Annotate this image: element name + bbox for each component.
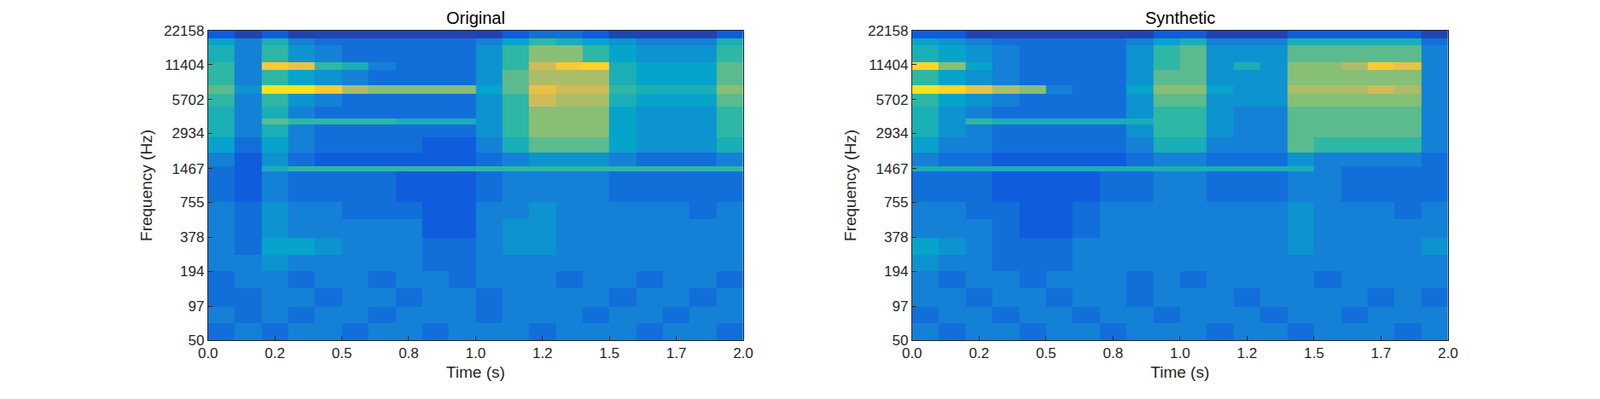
svg-text:22158: 22158 (163, 23, 204, 40)
svg-text:50: 50 (891, 332, 908, 350)
svg-text:1.0: 1.0 (465, 345, 487, 362)
svg-text:0.0: 0.0 (901, 345, 923, 362)
svg-text:194: 194 (180, 263, 204, 280)
svg-text:5702: 5702 (172, 92, 205, 109)
svg-text:Time (s): Time (s) (446, 363, 506, 382)
svg-text:2.0: 2.0 (733, 345, 754, 362)
svg-text:0.2: 0.2 (968, 345, 990, 362)
svg-text:Original: Original (446, 8, 506, 28)
svg-text:378: 378 (180, 229, 204, 246)
svg-text:378: 378 (884, 229, 908, 246)
svg-text:1.7: 1.7 (1371, 345, 1392, 362)
svg-text:5702: 5702 (876, 92, 909, 109)
svg-text:0.5: 0.5 (1035, 345, 1057, 362)
svg-text:1.7: 1.7 (666, 345, 687, 362)
svg-text:Time (s): Time (s) (1150, 363, 1210, 382)
svg-text:0.8: 0.8 (1102, 345, 1123, 362)
svg-text:97: 97 (187, 298, 204, 315)
svg-text:Synthetic: Synthetic (1145, 8, 1216, 28)
svg-text:97: 97 (891, 298, 908, 315)
svg-text:11404: 11404 (164, 57, 204, 74)
svg-text:1.2: 1.2 (532, 345, 553, 362)
svg-text:2934: 2934 (172, 125, 205, 142)
svg-text:22158: 22158 (867, 23, 908, 40)
svg-text:1.0: 1.0 (1169, 345, 1191, 362)
svg-text:0.8: 0.8 (398, 345, 419, 362)
svg-text:0.0: 0.0 (197, 345, 219, 362)
svg-text:0.2: 0.2 (264, 345, 286, 362)
svg-text:2934: 2934 (876, 125, 909, 142)
svg-text:Frequency (Hz): Frequency (Hz) (841, 129, 860, 242)
svg-text:1.5: 1.5 (1303, 345, 1325, 362)
svg-text:755: 755 (180, 194, 204, 211)
svg-text:0.5: 0.5 (331, 345, 353, 362)
svg-text:1467: 1467 (876, 161, 909, 178)
svg-text:755: 755 (884, 194, 908, 211)
svg-text:2.0: 2.0 (1437, 345, 1459, 362)
svg-text:194: 194 (884, 263, 908, 280)
svg-text:Frequency (Hz): Frequency (Hz) (137, 129, 156, 242)
svg-text:1467: 1467 (172, 161, 205, 178)
svg-text:50: 50 (187, 332, 204, 350)
svg-text:11404: 11404 (868, 57, 908, 74)
svg-text:1.2: 1.2 (1237, 345, 1258, 362)
svg-text:1.5: 1.5 (599, 345, 620, 362)
